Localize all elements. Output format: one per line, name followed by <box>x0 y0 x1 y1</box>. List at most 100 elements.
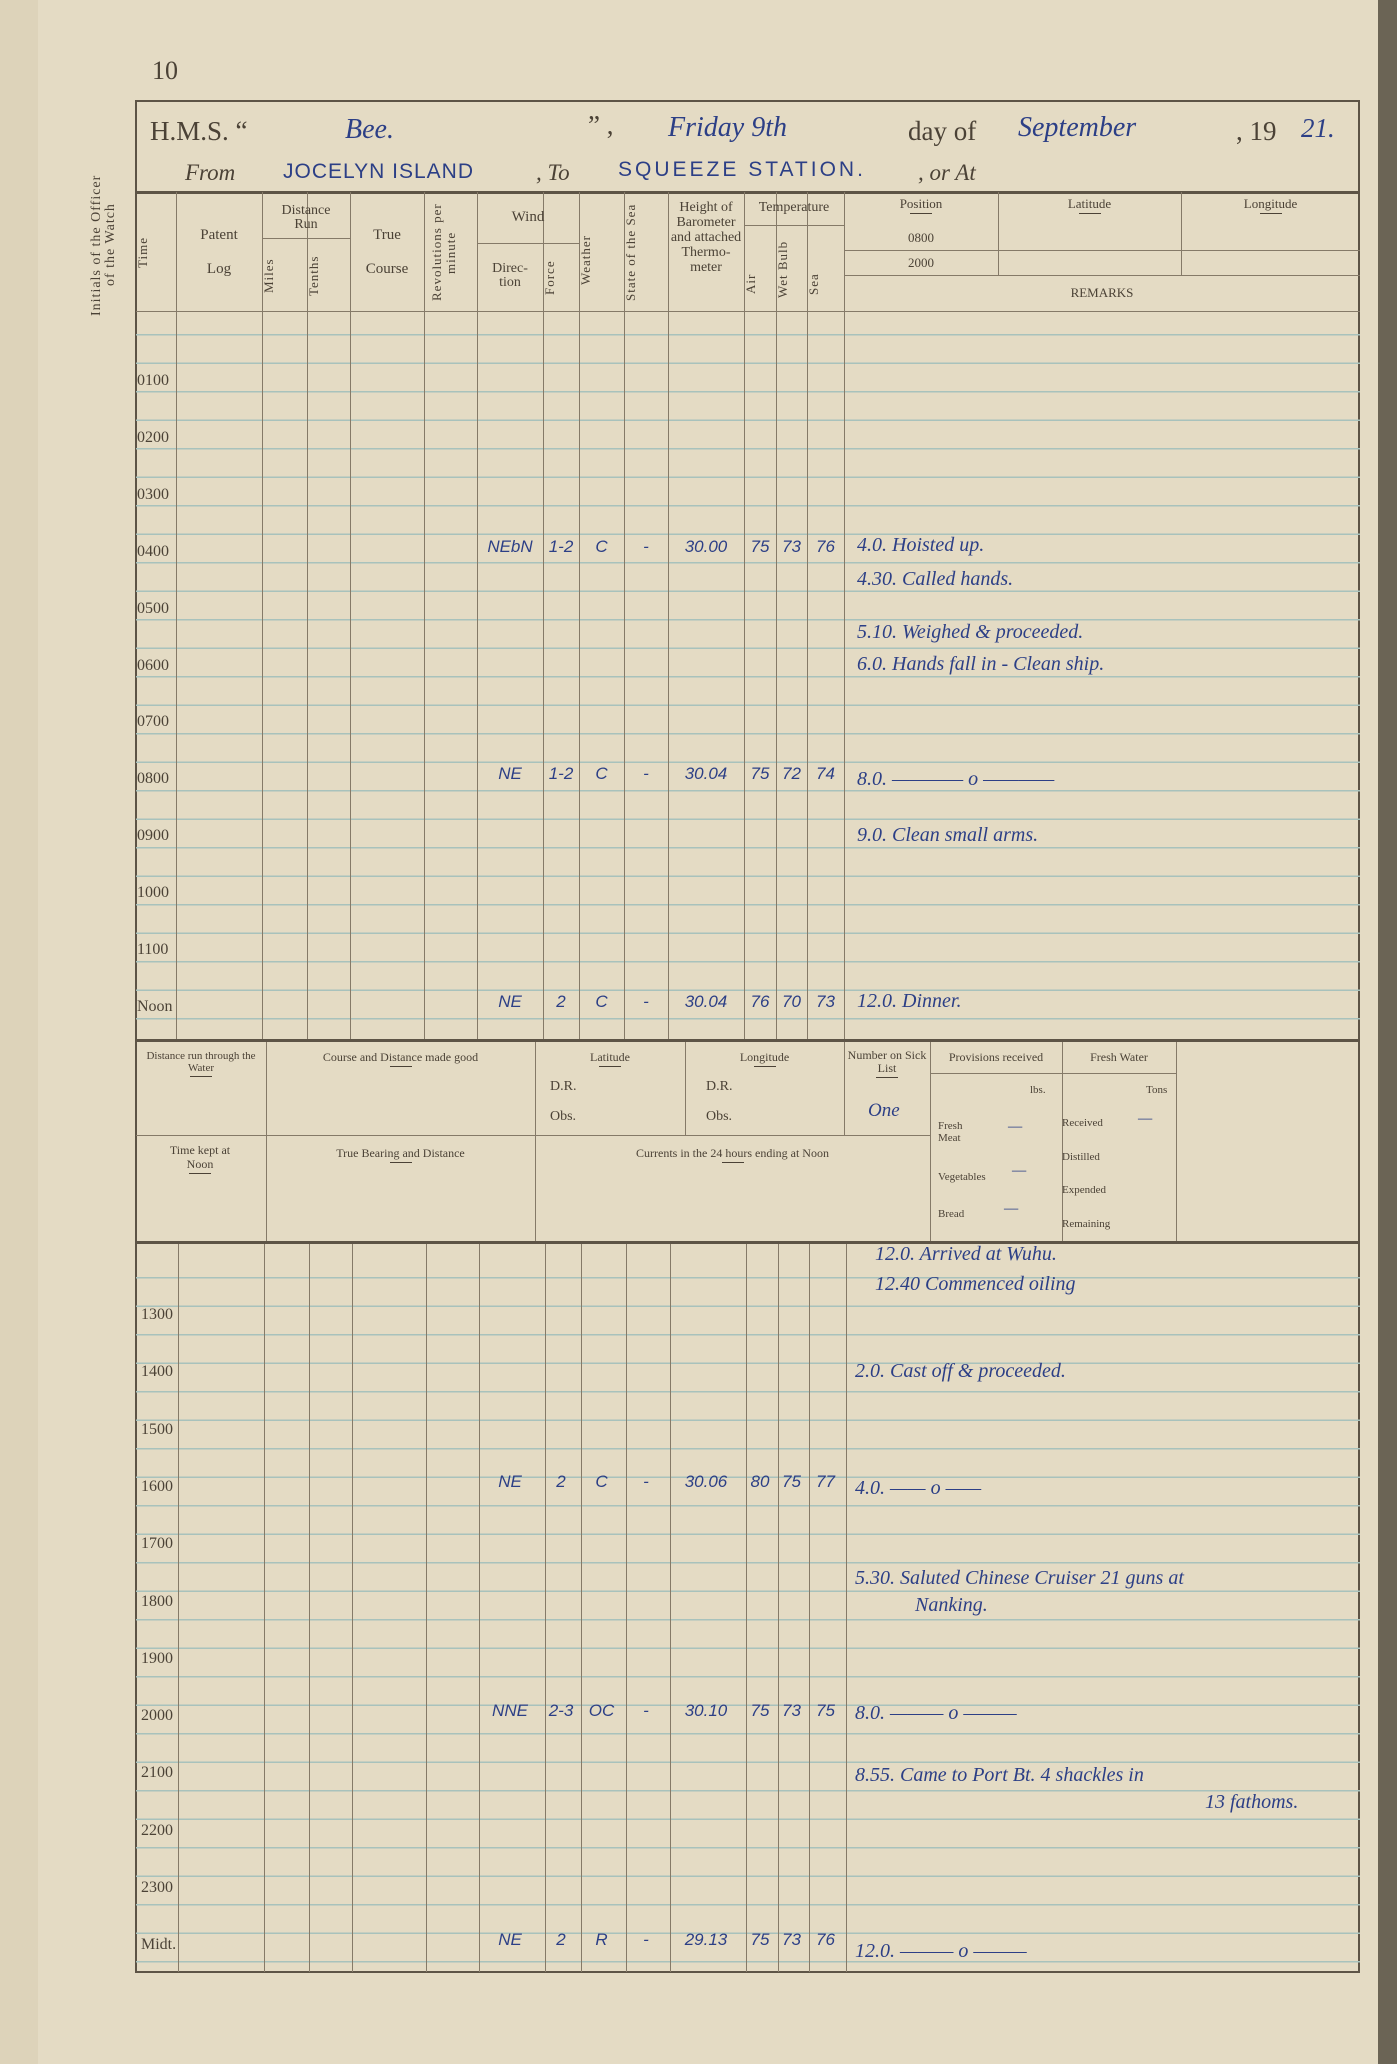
longitude-label: Longitude <box>1243 196 1298 211</box>
hour-label: 0100 <box>137 372 169 389</box>
water-received-value: — <box>1138 1110 1153 1127</box>
reading-row: NE 2 C - 30.06 80 75 77 <box>0 1472 1397 1502</box>
column-rule <box>309 1242 310 1972</box>
position-rule <box>1181 192 1182 275</box>
reading-sea-temp: 76 <box>816 1930 835 1950</box>
remark-entry: 12.0. Arrived at Wuhu. <box>875 1243 1057 1265</box>
remark-entry: 12.0. Dinner. <box>857 990 962 1012</box>
page-left-edge <box>0 0 38 2064</box>
header-miles: Miles <box>261 258 276 294</box>
reading-wet-bulb: 70 <box>782 991 801 1011</box>
noon-rule <box>930 1042 931 1241</box>
vegetables-label: Vegetables <box>938 1171 986 1183</box>
hour-label: 1600 <box>141 1477 173 1495</box>
temperature-subrule <box>744 225 844 226</box>
hour-label: 1300 <box>141 1306 173 1323</box>
distance-through-water-text: Distance run through the Water <box>146 1050 256 1074</box>
remark-entry: 6.0. Hands fall in - Clean ship. <box>857 653 1105 675</box>
reading-weather: C <box>595 991 608 1011</box>
reading-direction: NE <box>498 1471 522 1491</box>
noon-rule <box>844 1042 845 1135</box>
time-kept-label: Time kept at Noon <box>160 1143 240 1174</box>
course-distance-text: Course and Distance made good <box>322 1050 479 1064</box>
hour-label: 1400 <box>141 1363 173 1381</box>
column-rule <box>350 192 351 1040</box>
hour-label: Midt. <box>141 1936 177 1954</box>
reading-wet-bulb: 73 <box>782 536 801 556</box>
reading-direction: NE <box>498 991 522 1011</box>
hour-label: 2000 <box>141 1707 173 1725</box>
day-of-label: day of <box>908 116 977 146</box>
hour-label: 2100 <box>141 1764 173 1782</box>
water-remaining-label: Remaining <box>1062 1218 1111 1230</box>
reading-air: 75 <box>750 764 770 784</box>
distance-subrule <box>262 238 350 239</box>
sick-list-label: Number on Sick List <box>846 1049 928 1078</box>
noon-rule <box>1062 1042 1063 1241</box>
column-rule <box>352 1242 353 1972</box>
column-rule <box>307 192 308 1040</box>
column-rule <box>424 192 425 1040</box>
noon-top-rule <box>136 1039 1360 1042</box>
sick-list-text: Number on Sick List <box>847 1048 927 1075</box>
header-true: True <box>373 227 401 243</box>
tons-label: Tons <box>1146 1084 1168 1096</box>
hour-label: 0900 <box>137 827 169 845</box>
reading-direction: NEbN <box>487 536 533 556</box>
column-rule <box>778 1242 779 1972</box>
remark-entry: 4.30. Called hands. <box>857 568 1014 590</box>
position-2000: 2000 <box>908 255 934 270</box>
header-position: Position <box>844 197 998 214</box>
header-wind: Wind <box>511 209 545 225</box>
noon-latitude-text: Latitude <box>590 1050 630 1064</box>
hour-label: 1700 <box>141 1535 173 1553</box>
reading-direction: NE <box>498 764 522 784</box>
reading-weather: R <box>595 1930 608 1950</box>
column-rule <box>426 1242 427 1972</box>
reading-sea: - <box>643 1701 649 1721</box>
reading-wet-bulb: 73 <box>782 1930 801 1950</box>
reading-sea-temp: 73 <box>816 991 835 1011</box>
reading-row: NE 1-2 C - 30.04 75 72 74 <box>0 764 1397 794</box>
provisions-rule <box>930 1073 1176 1074</box>
header-patent: Patent <box>200 227 238 243</box>
book-spine-edge <box>1378 0 1397 2064</box>
longitude-obs: Obs. <box>706 1109 733 1124</box>
column-rule <box>776 192 777 1040</box>
latitude-obs: Obs. <box>550 1109 577 1124</box>
header-latitude: Latitude <box>998 197 1181 214</box>
year-suffix: 21. <box>1301 113 1335 143</box>
hour-label: 2300 <box>141 1879 173 1896</box>
header-log: Log <box>206 261 232 277</box>
hour-label: 1800 <box>141 1592 173 1610</box>
title-close-quote: ” , <box>588 110 614 140</box>
noon-longitude-text: Longitude <box>739 1050 790 1064</box>
remark-entry: 12.0. ——— o ——— <box>855 1940 1027 1962</box>
column-rule <box>626 1242 627 1972</box>
column-rule <box>545 1242 546 1972</box>
hour-label: 0700 <box>137 713 169 731</box>
column-rule <box>844 192 845 1040</box>
header-course: Course <box>365 261 409 277</box>
header-top-rule <box>136 191 1360 194</box>
reading-air: 75 <box>750 536 770 556</box>
header-sea-temp: Sea <box>806 273 821 295</box>
reading-barometer: 30.04 <box>684 764 728 784</box>
or-at-label: , or At <box>918 160 976 185</box>
remark-entry: 2.0. Cast off & proceeded. <box>855 1360 1066 1382</box>
lbs-label: lbs. <box>1030 1084 1046 1096</box>
ruled-area-am <box>136 311 1360 1040</box>
longitude-dr: D.R. <box>706 1079 733 1094</box>
position-label: Position <box>899 196 943 211</box>
reading-air: 75 <box>750 1930 770 1950</box>
reading-wet-bulb: 75 <box>782 1471 801 1491</box>
header-bottom-rule <box>136 311 1360 312</box>
ruled-area-pm <box>136 1244 1360 1972</box>
reading-sea: - <box>643 991 649 1011</box>
water-expended-label: Expended <box>1062 1184 1106 1196</box>
noon-rule <box>535 1042 536 1241</box>
header-distance-run: Distance Run <box>281 203 331 232</box>
currents-text: Currents in the 24 hours ending at Noon <box>636 1146 829 1160</box>
bread-label: Bread <box>938 1208 965 1220</box>
remark-entry: Nanking. <box>915 1594 988 1616</box>
